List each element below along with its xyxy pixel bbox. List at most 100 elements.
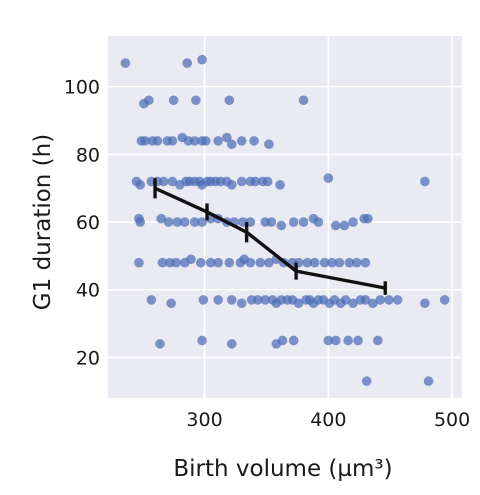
scatter-point [134, 257, 144, 268]
y-tick-label: 20 [76, 347, 100, 369]
scatter-point [226, 339, 237, 349]
scatter-point [334, 257, 345, 268]
scatter-point [139, 98, 149, 109]
scatter-point [198, 295, 209, 305]
scatter-point [249, 136, 259, 146]
scatter-point [293, 298, 304, 309]
scatter-point [375, 295, 386, 305]
scatter-point [191, 95, 201, 106]
scatter-point [260, 295, 270, 305]
scatter-point [264, 139, 274, 150]
scatter-point [298, 95, 309, 106]
scatter-point [186, 254, 196, 265]
scatter-point [168, 95, 179, 106]
scatter-point [197, 54, 207, 65]
scatter-point [319, 257, 330, 268]
x-tick-label: 400 [310, 409, 346, 431]
scatter-point [264, 257, 274, 268]
scatter-point [348, 217, 358, 227]
scatter-point [327, 257, 337, 268]
scatter-point [392, 295, 403, 305]
scatter-point [146, 295, 157, 305]
scatter-point [236, 298, 247, 309]
scatter-point [182, 58, 193, 68]
y-tick-label: 100 [64, 77, 100, 99]
scatter-point [275, 180, 285, 190]
scatter-point [172, 217, 183, 227]
y-tick-label: 80 [76, 144, 100, 166]
y-tick-label: 40 [76, 280, 100, 302]
scatter-point [152, 136, 163, 146]
scatter-point [213, 295, 223, 305]
scatter-point [135, 217, 145, 227]
scatter-point [339, 220, 350, 231]
scatter-point [313, 217, 324, 227]
scatter-point [323, 173, 334, 183]
scatter-point [135, 180, 145, 190]
scatter-point [252, 295, 263, 305]
scatter-point [353, 335, 363, 346]
scatter-point [197, 335, 207, 346]
scatter-point [167, 176, 178, 187]
scatter-point [423, 376, 434, 386]
scatter-point [236, 136, 247, 146]
scatter-point [140, 136, 150, 146]
scatter-point [420, 176, 430, 187]
scatter-point [309, 257, 320, 268]
scatter-point [213, 136, 223, 146]
y-axis-label: G1 duration (h) [30, 134, 56, 310]
x-tick-label: 300 [186, 409, 222, 431]
scatter-point [330, 335, 341, 346]
scatter-point [213, 257, 223, 268]
scatter-point [189, 136, 200, 146]
scatter-point [344, 257, 355, 268]
scatter-point [224, 95, 235, 106]
scatter-point [361, 376, 372, 386]
scatter-point [120, 58, 131, 68]
scatter-point [171, 257, 181, 268]
scatter-point [157, 257, 168, 268]
scatter-point [343, 335, 353, 346]
mean-trend [153, 178, 387, 295]
grid [108, 36, 462, 398]
scatter-point [420, 298, 430, 309]
scatter-point [330, 220, 341, 231]
scatter-point [167, 136, 178, 146]
scatter-point [166, 298, 176, 309]
scatter-point [439, 295, 450, 305]
scatter-point [226, 295, 237, 305]
scatter-point [158, 176, 169, 187]
scatter-point [226, 180, 237, 190]
scatter-point [323, 335, 334, 346]
scatter-point [277, 335, 288, 346]
scatter-point [276, 220, 287, 231]
scatter-point [155, 339, 165, 349]
scatter-point [189, 217, 200, 227]
scatter-point [179, 217, 190, 227]
scatter-point [156, 213, 167, 224]
scatter-point [255, 257, 266, 268]
scatter-point [288, 217, 299, 227]
scatter-point [262, 176, 273, 187]
scatter-point [384, 295, 394, 305]
scatter-point [340, 295, 351, 305]
x-axis-label: Birth volume (µm³) [173, 456, 392, 482]
scatter-point [373, 335, 383, 346]
scatter-point [348, 298, 358, 309]
scatter-point [163, 217, 174, 227]
scatter-point [236, 176, 247, 187]
y-tick-label: 60 [76, 212, 100, 234]
scatter-point [224, 257, 235, 268]
scatter-point [250, 176, 261, 187]
scatter-point [222, 132, 232, 143]
scatter-point [360, 295, 371, 305]
scatter-point [245, 257, 256, 268]
scatter-point [351, 257, 362, 268]
scatter-point [368, 298, 378, 309]
scatter-point [226, 139, 237, 150]
scatter-point [360, 257, 371, 268]
scatter-point [298, 217, 309, 227]
scatter-point [288, 335, 299, 346]
